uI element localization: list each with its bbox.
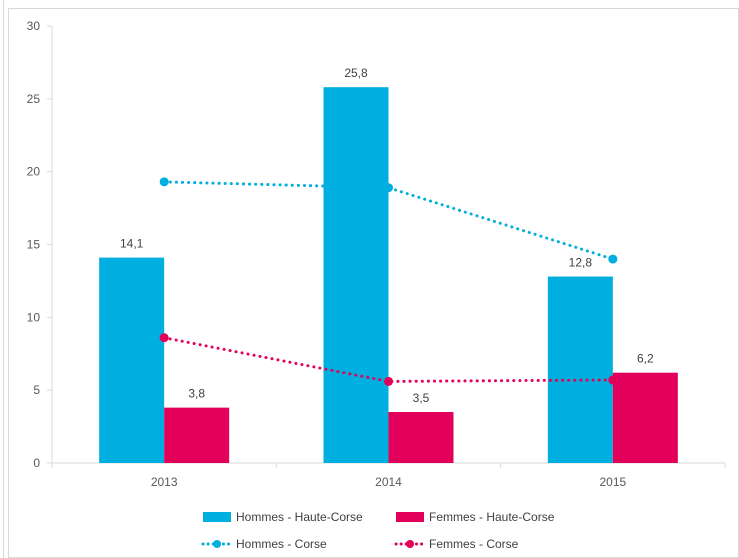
legend-swatch <box>203 512 231 522</box>
data-label: 3,8 <box>188 387 205 401</box>
x-tick-label: 2013 <box>151 475 178 489</box>
y-tick-label: 10 <box>27 310 41 324</box>
series-line <box>162 336 615 383</box>
legend-label: Femmes - Corse <box>429 537 519 551</box>
bar-layer <box>99 87 678 464</box>
bar <box>612 372 678 463</box>
line-point <box>608 254 618 264</box>
line-point <box>159 333 169 343</box>
bar <box>164 407 230 463</box>
legend-marker <box>406 540 414 548</box>
line-layer <box>159 177 618 386</box>
legend-label: Hommes - Haute-Corse <box>236 510 363 524</box>
y-tick-label: 30 <box>27 19 41 33</box>
y-tick-label: 5 <box>33 383 40 397</box>
line-point <box>384 376 393 386</box>
x-tick-label: 2014 <box>375 475 402 489</box>
y-tick-label: 25 <box>27 92 41 106</box>
legend-label: Hommes - Corse <box>236 537 327 551</box>
bar <box>388 412 454 463</box>
y-tick-label: 15 <box>27 238 41 252</box>
data-label: 12,8 <box>569 256 593 270</box>
x-tick-label: 2015 <box>599 475 626 489</box>
bar <box>547 276 613 463</box>
line-point <box>159 177 169 187</box>
line-point <box>608 375 618 385</box>
data-label: 14,1 <box>120 237 144 251</box>
bar <box>323 87 389 464</box>
y-tick-label: 20 <box>27 165 41 179</box>
line-point <box>384 183 393 193</box>
label-layer: 14,1 25,8 12,8 3,8 3,5 6,2 <box>120 66 654 405</box>
y-tick-label: 0 <box>33 456 40 470</box>
legend-layer: Hommes - Haute-Corse Femmes - Haute-Corse… <box>201 510 555 551</box>
data-label: 6,2 <box>637 352 654 366</box>
data-label: 3,5 <box>413 391 430 405</box>
legend-label: Femmes - Haute-Corse <box>429 510 555 524</box>
data-label: 25,8 <box>344 66 368 80</box>
legend-marker <box>213 540 221 548</box>
bar <box>99 257 165 463</box>
legend-swatch <box>396 512 424 522</box>
